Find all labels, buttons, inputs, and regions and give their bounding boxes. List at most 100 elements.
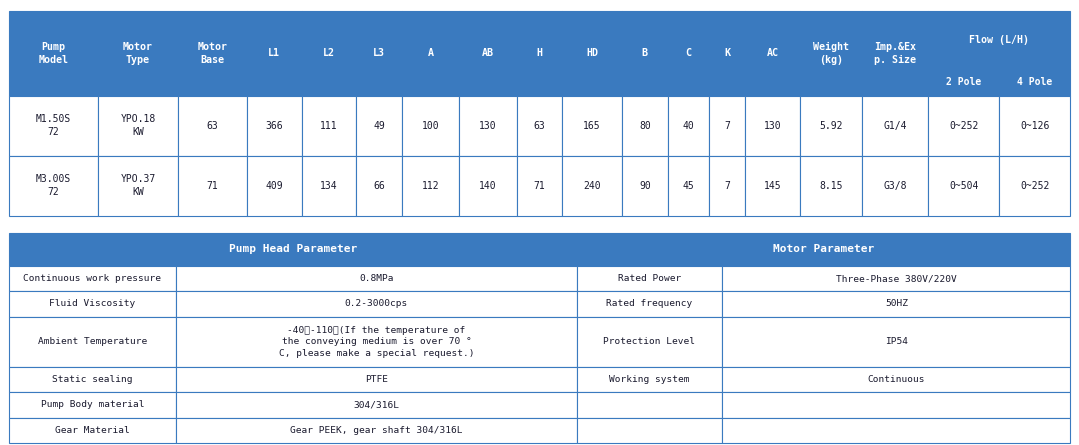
Bar	[356, 156, 402, 216]
Bar	[862, 11, 929, 96]
Bar	[709, 11, 746, 96]
Text: Rated Power: Rated Power	[618, 274, 681, 283]
Text: HD: HD	[586, 49, 598, 58]
Bar	[862, 156, 929, 216]
Text: 8.15: 8.15	[819, 181, 843, 191]
Text: Static sealing: Static sealing	[52, 375, 133, 384]
Bar	[460, 156, 517, 216]
Text: 71: 71	[534, 181, 545, 191]
Text: Motor Parameter: Motor Parameter	[773, 244, 874, 255]
Text: 165: 165	[584, 121, 601, 131]
Text: 0~504: 0~504	[950, 181, 979, 191]
Bar	[176, 266, 576, 291]
Text: 40: 40	[682, 121, 694, 131]
Bar	[746, 156, 801, 216]
Text: Imp.&Ex
p. Size: Imp.&Ex p. Size	[874, 42, 916, 65]
Text: C: C	[685, 49, 692, 58]
Bar	[356, 11, 402, 96]
Text: Working system: Working system	[610, 375, 689, 384]
Text: YPO.37
KW: YPO.37 KW	[120, 174, 155, 198]
Bar	[929, 156, 999, 216]
Text: 112: 112	[422, 181, 439, 191]
Text: AC: AC	[767, 49, 779, 58]
Bar	[746, 96, 801, 156]
Bar	[9, 266, 176, 291]
Text: IP54: IP54	[885, 337, 907, 346]
Bar	[668, 96, 709, 156]
Bar	[176, 417, 576, 443]
Text: Pump Head Parameter: Pump Head Parameter	[229, 244, 357, 255]
Text: 145: 145	[764, 181, 781, 191]
Bar	[622, 96, 668, 156]
Bar	[402, 156, 460, 216]
Bar	[98, 156, 178, 216]
Bar	[562, 156, 622, 216]
Bar	[402, 96, 460, 156]
Text: Weight
(kg): Weight (kg)	[814, 42, 849, 65]
Bar	[576, 417, 722, 443]
Bar	[576, 233, 1070, 266]
Bar	[862, 96, 929, 156]
Text: Fluid Viscosity: Fluid Viscosity	[50, 299, 136, 308]
Text: AB: AB	[482, 49, 494, 58]
Text: Motor
Base: Motor Base	[197, 42, 228, 65]
Bar	[247, 11, 301, 96]
Bar	[9, 392, 176, 417]
Bar	[929, 11, 1070, 69]
Text: 7: 7	[724, 121, 730, 131]
Text: 4 Pole: 4 Pole	[1017, 77, 1052, 87]
Bar	[929, 96, 999, 156]
Bar	[176, 291, 576, 316]
Bar	[576, 291, 722, 316]
Bar	[178, 11, 247, 96]
Bar	[460, 11, 517, 96]
Text: 5.92: 5.92	[819, 121, 843, 131]
Text: Continuous: Continuous	[868, 375, 925, 384]
Bar	[722, 316, 1070, 367]
Text: B: B	[642, 49, 647, 58]
Text: 130: 130	[479, 121, 496, 131]
Bar	[9, 291, 176, 316]
Text: YPO.18
KW: YPO.18 KW	[120, 114, 155, 138]
Text: Rated frequency: Rated frequency	[606, 299, 693, 308]
Text: 63: 63	[206, 121, 218, 131]
Bar	[999, 96, 1070, 156]
Bar	[301, 156, 356, 216]
Text: 0.8MPa: 0.8MPa	[359, 274, 394, 283]
Bar	[402, 11, 460, 96]
Text: 134: 134	[320, 181, 338, 191]
Bar	[668, 156, 709, 216]
Text: 140: 140	[479, 181, 496, 191]
Text: 240: 240	[584, 181, 601, 191]
Bar	[176, 316, 576, 367]
Bar	[176, 392, 576, 417]
Text: 90: 90	[639, 181, 651, 191]
Text: L1: L1	[268, 49, 281, 58]
Text: 7: 7	[724, 181, 730, 191]
Text: Continuous work pressure: Continuous work pressure	[24, 274, 162, 283]
Bar	[722, 367, 1070, 392]
Bar	[709, 96, 746, 156]
Text: Flow (L/H): Flow (L/H)	[969, 35, 1029, 45]
Text: M3.00S
72: M3.00S 72	[36, 174, 71, 198]
Bar	[801, 96, 862, 156]
Text: 66: 66	[373, 181, 385, 191]
Bar	[562, 96, 622, 156]
Text: 409: 409	[265, 181, 283, 191]
Bar	[9, 233, 576, 266]
Text: 0.2-3000cps: 0.2-3000cps	[345, 299, 408, 308]
Bar	[301, 11, 356, 96]
Text: G1/4: G1/4	[884, 121, 907, 131]
Bar	[576, 367, 722, 392]
Text: Pump
Model: Pump Model	[38, 42, 68, 65]
Bar	[999, 156, 1070, 216]
Text: PTFE: PTFE	[365, 375, 388, 384]
Bar	[722, 266, 1070, 291]
Text: L3: L3	[373, 49, 385, 58]
Text: 100: 100	[422, 121, 439, 131]
Bar	[301, 96, 356, 156]
Bar	[576, 392, 722, 417]
Bar	[517, 96, 562, 156]
Text: 366: 366	[265, 121, 283, 131]
Text: Three-Phase 380V/220V: Three-Phase 380V/220V	[836, 274, 957, 283]
